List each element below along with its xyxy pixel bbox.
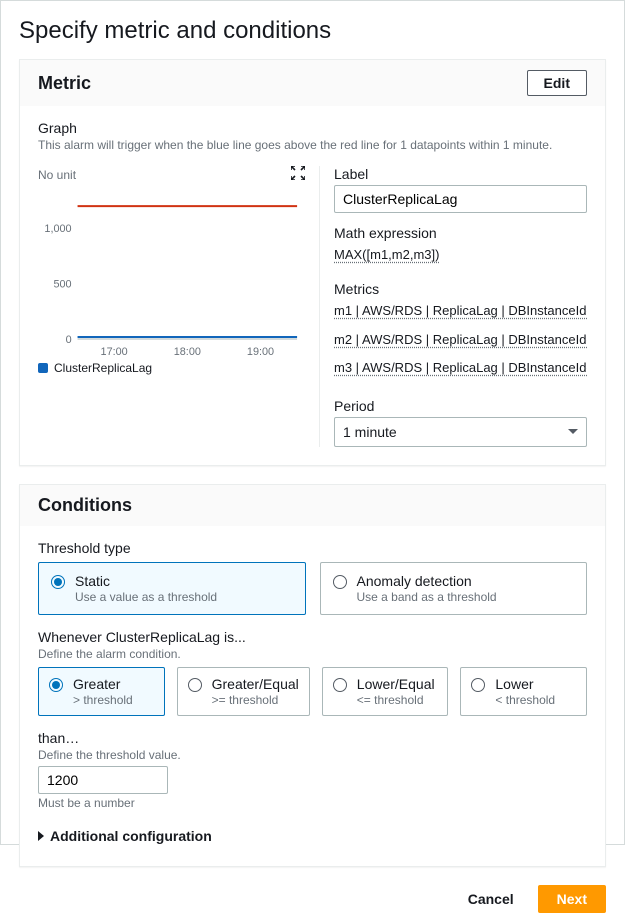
than-hint: Define the threshold value. <box>38 748 587 762</box>
metric-row-m1[interactable]: m1 | AWS/RDS | ReplicaLag | DBInstanceId… <box>334 300 587 322</box>
additional-config-label: Additional configuration <box>50 828 212 844</box>
yaxis-label: No unit <box>38 168 76 182</box>
period-select[interactable]: 1 minute <box>334 417 587 447</box>
label-heading: Label <box>334 166 587 182</box>
math-heading: Math expression <box>334 225 587 241</box>
math-expression[interactable]: MAX([m1,m2,m3]) <box>334 244 439 266</box>
period-heading: Period <box>334 398 587 414</box>
expand-chart-icon[interactable] <box>291 166 305 183</box>
metric-panel: Metric Edit Graph This alarm will trigge… <box>19 59 606 466</box>
svg-text:0: 0 <box>66 334 72 346</box>
comparison-lower[interactable]: Lower < threshold <box>460 667 587 716</box>
radio-lower <box>471 678 485 692</box>
conditions-panel: Conditions Threshold type Static Use a v… <box>19 484 606 867</box>
radio-greater <box>49 678 63 692</box>
graph-hint: This alarm will trigger when the blue li… <box>38 138 587 152</box>
greater-title: Greater <box>73 676 133 692</box>
page-title: Specify metric and conditions <box>19 17 606 45</box>
chevron-down-icon <box>568 429 578 434</box>
threshold-type-anomaly[interactable]: Anomaly detection Use a band as a thresh… <box>320 562 588 615</box>
comparison-gte[interactable]: Greater/Equal >= threshold <box>177 667 310 716</box>
legend-swatch <box>38 363 48 373</box>
threshold-value-input[interactable] <box>38 766 168 794</box>
graph-label: Graph <box>38 120 587 136</box>
radio-static <box>51 575 65 589</box>
threshold-type-static[interactable]: Static Use a value as a threshold <box>38 562 306 615</box>
threshold-type-label: Threshold type <box>38 540 587 556</box>
greater-sub: > threshold <box>73 693 133 707</box>
chart-legend: ClusterReplicaLag <box>38 361 305 375</box>
edit-button[interactable]: Edit <box>527 70 587 96</box>
metric-panel-header: Metric Edit <box>20 60 605 106</box>
svg-text:17:00: 17:00 <box>101 346 128 358</box>
svg-text:500: 500 <box>53 279 71 291</box>
whenever-hint: Define the alarm condition. <box>38 647 587 661</box>
chart-column: No unit 0 500 1,000 17:00 18:00 19:00 Cluster… <box>38 166 319 447</box>
metric-meta-column: Label Math expression MAX([m1,m2,m3]) Me… <box>319 166 587 447</box>
conditions-heading: Conditions <box>38 495 132 516</box>
than-label: than… <box>38 730 587 746</box>
metric-row-m3[interactable]: m3 | AWS/RDS | ReplicaLag | DBInstanceId… <box>334 357 587 379</box>
lower-title: Lower <box>495 676 555 692</box>
static-title: Static <box>75 573 217 589</box>
gte-title: Greater/Equal <box>212 676 299 692</box>
metrics-heading: Metrics <box>334 281 587 297</box>
svg-text:18:00: 18:00 <box>174 346 201 358</box>
radio-anomaly <box>333 575 347 589</box>
conditions-panel-header: Conditions <box>20 485 605 526</box>
whenever-label: Whenever ClusterReplicaLag is... <box>38 629 587 645</box>
anomaly-title: Anomaly detection <box>357 573 497 589</box>
label-input[interactable] <box>334 185 587 213</box>
svg-text:19:00: 19:00 <box>247 346 274 358</box>
lower-sub: < threshold <box>495 693 555 707</box>
cancel-button[interactable]: Cancel <box>452 885 530 913</box>
than-note: Must be a number <box>38 796 587 810</box>
lte-title: Lower/Equal <box>357 676 435 692</box>
period-value: 1 minute <box>343 424 397 440</box>
svg-text:1,000: 1,000 <box>44 223 71 235</box>
metric-heading: Metric <box>38 73 91 94</box>
chart-area: 0 500 1,000 17:00 18:00 19:00 <box>38 189 305 359</box>
metric-row-m2[interactable]: m2 | AWS/RDS | ReplicaLag | DBInstanceId… <box>334 329 587 351</box>
additional-configuration-toggle[interactable]: Additional configuration <box>38 824 587 848</box>
triangle-right-icon <box>38 831 44 841</box>
gte-sub: >= threshold <box>212 693 299 707</box>
anomaly-sub: Use a band as a threshold <box>357 590 497 604</box>
comparison-lte[interactable]: Lower/Equal <= threshold <box>322 667 449 716</box>
legend-label: ClusterReplicaLag <box>54 361 152 375</box>
lte-sub: <= threshold <box>357 693 435 707</box>
radio-gte <box>188 678 202 692</box>
comparison-greater[interactable]: Greater > threshold <box>38 667 165 716</box>
wizard-footer: Cancel Next <box>19 885 606 913</box>
next-button[interactable]: Next <box>538 885 606 913</box>
static-sub: Use a value as a threshold <box>75 590 217 604</box>
radio-lte <box>333 678 347 692</box>
